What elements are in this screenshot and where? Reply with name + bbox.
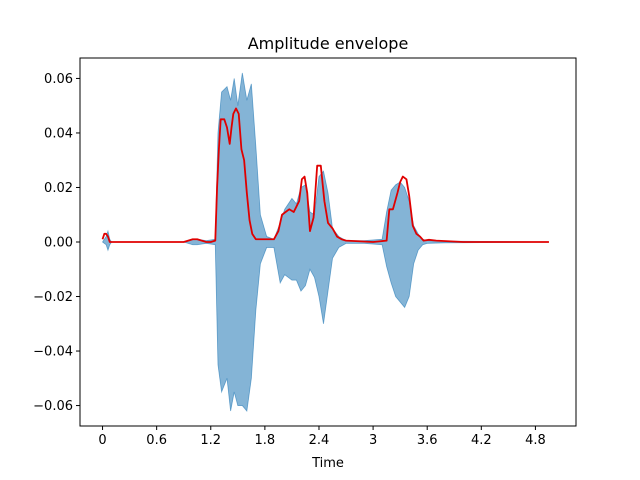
x-tick-label: 3.6 xyxy=(417,433,438,448)
y-tick-label: 0.04 xyxy=(44,126,73,141)
chart-title: Amplitude envelope xyxy=(248,34,409,53)
x-tick-label: 0 xyxy=(98,433,106,448)
plot-area xyxy=(101,72,549,412)
x-tick-label: 3 xyxy=(369,433,377,448)
x-axis: 0 0.6 1.2 1.8 2.4 3 3.6 4.2 4.8 xyxy=(98,426,546,448)
x-tick-label: 4.8 xyxy=(525,433,546,448)
envelope-line xyxy=(101,107,549,243)
y-tick-label: 0.06 xyxy=(44,72,73,87)
x-tick-label: 1.2 xyxy=(200,433,221,448)
y-tick-label: −0.04 xyxy=(33,345,73,360)
y-tick-label: 0.02 xyxy=(44,181,73,196)
x-tick-label: 2.4 xyxy=(309,433,330,448)
y-tick-label: 0.00 xyxy=(44,236,73,251)
y-tick-label: −0.06 xyxy=(33,399,73,414)
x-tick-label: 0.6 xyxy=(146,433,167,448)
x-tick-label: 1.8 xyxy=(255,433,276,448)
x-tick-label: 4.2 xyxy=(471,433,492,448)
y-axis: −0.06 −0.04 −0.02 0.00 0.02 0.04 0.06 xyxy=(33,72,80,414)
x-axis-label: Time xyxy=(311,456,344,471)
y-tick-label: −0.02 xyxy=(33,290,73,305)
